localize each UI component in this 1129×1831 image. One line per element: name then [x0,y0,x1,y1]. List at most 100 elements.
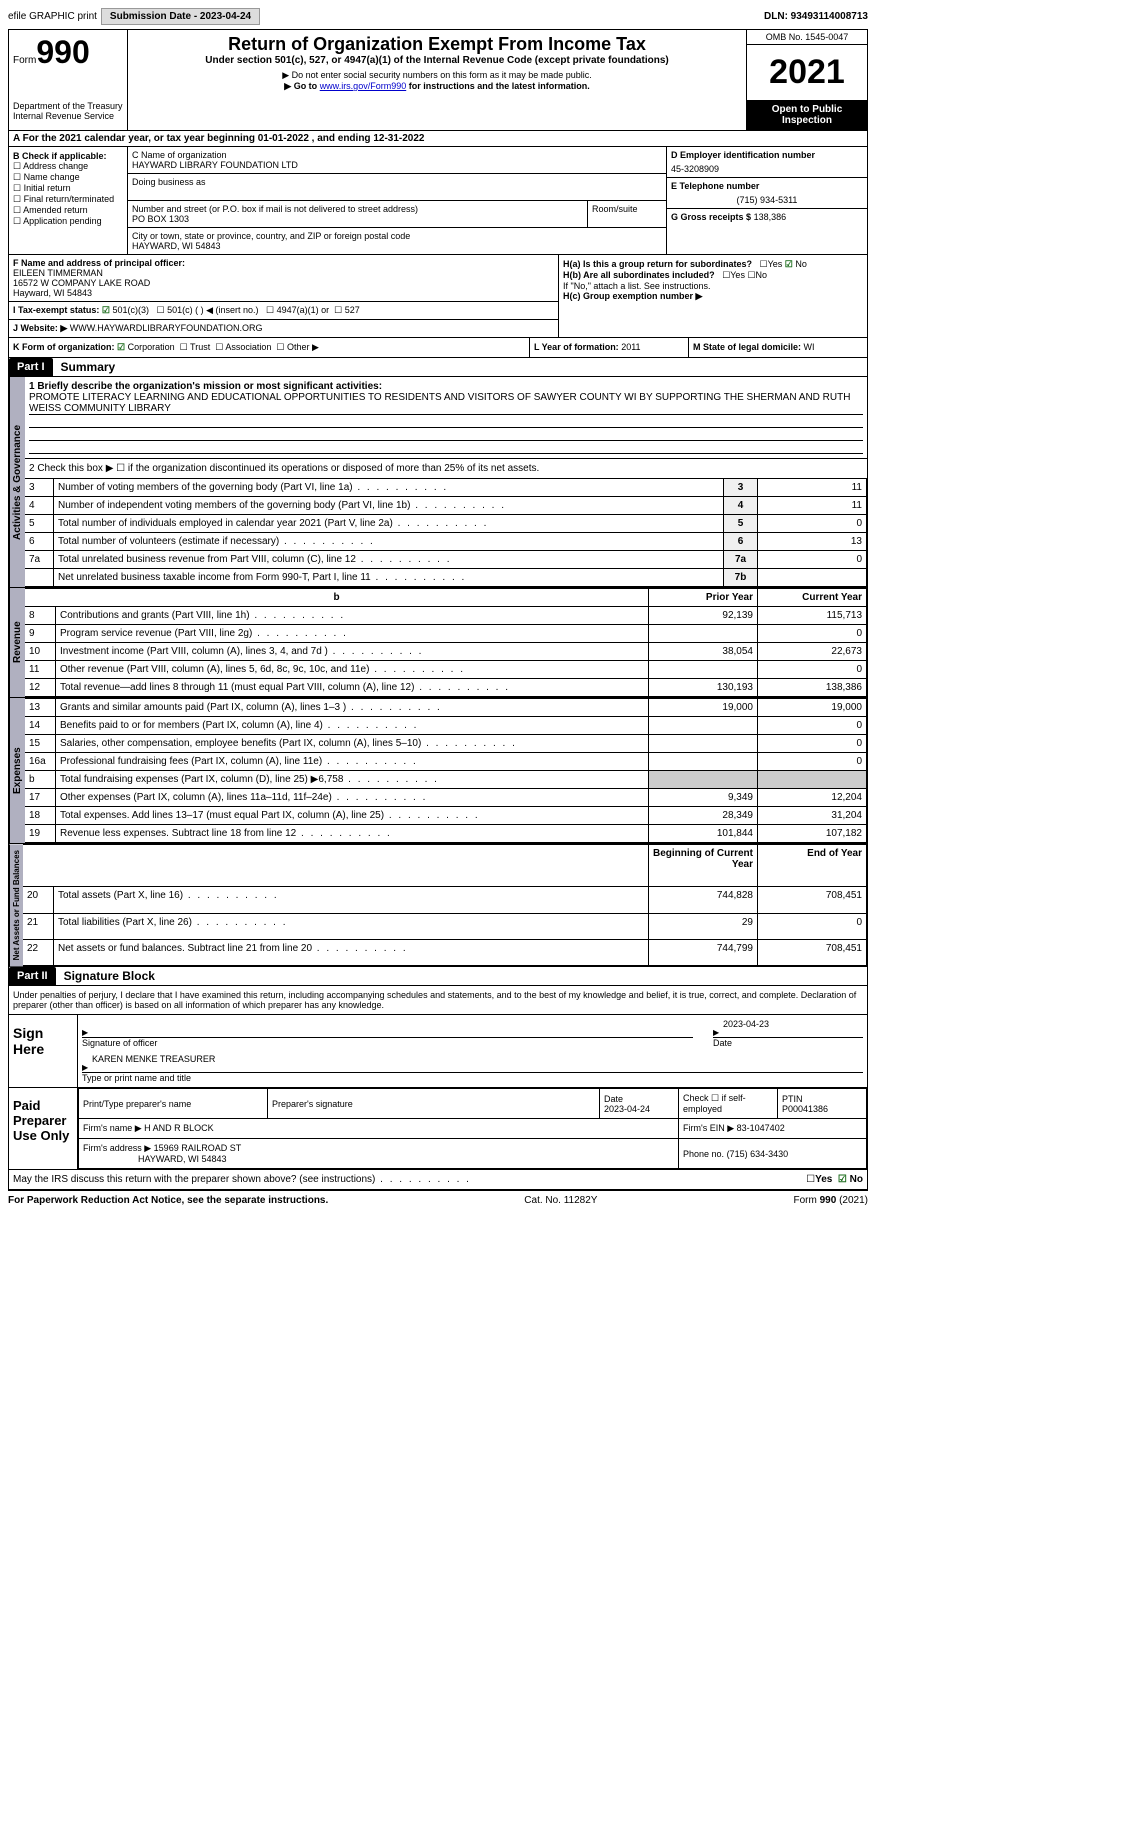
discuss-no[interactable] [838,1174,850,1185]
row-prior: 19,000 [649,699,758,717]
row-val [758,569,867,587]
row-text: Salaries, other compensation, employee b… [56,735,649,753]
ein-label: D Employer identification number [671,150,863,160]
city-label: City or town, state or province, country… [132,231,662,241]
ha-label: H(a) Is this a group return for subordin… [563,259,752,269]
q1-text: PROMOTE LITERACY LEARNING AND EDUCATIONA… [29,392,863,415]
row-box: 6 [724,533,758,551]
m-val: WI [804,342,815,352]
chk-501c3[interactable]: 501(c)(3) [102,305,149,315]
efile-label: efile GRAPHIC print [8,11,97,22]
org-name-label: C Name of organization [132,150,662,160]
vtab-revenue: Revenue [9,588,25,697]
part2-header-row: Part II Signature Block [8,967,868,986]
phone-label: E Telephone number [671,181,863,191]
part2-badge: Part II [9,967,56,985]
row-num: 8 [25,607,56,625]
row-current: 708,451 [758,940,867,966]
addr-value: PO BOX 1303 [132,214,583,224]
submission-button[interactable]: Submission Date - 2023-04-24 [101,8,260,25]
col-c: C Name of organization HAYWARD LIBRARY F… [128,147,666,254]
row-prior: 29 [649,913,758,939]
room-label: Room/suite [592,204,662,214]
governance-table: 3 Number of voting members of the govern… [25,478,867,587]
row-text: Total revenue—add lines 8 through 11 (mu… [56,679,649,697]
ein-value: 45-3208909 [671,164,863,174]
top-bar: efile GRAPHIC print Submission Date - 20… [8,8,868,25]
row-text: Total unrelated business revenue from Pa… [54,551,724,569]
row-text: Other expenses (Part IX, column (A), lin… [56,789,649,807]
discuss-text: May the IRS discuss this return with the… [13,1174,471,1185]
part1-title: Summary [53,360,116,374]
ptin-label: PTIN [782,1094,803,1104]
officer-addr1: 16572 W COMPANY LAKE ROAD [13,278,554,288]
row-prior: 9,349 [649,789,758,807]
row-text: Total assets (Part X, line 16) [54,887,649,913]
firm-phone: (715) 634-3430 [727,1149,789,1159]
row-current: 22,673 [758,643,867,661]
col-d: D Employer identification number 45-3208… [666,147,867,254]
vtab-expenses: Expenses [9,698,25,843]
chk-assoc[interactable]: Association [215,342,271,352]
part1-badge: Part I [9,358,53,376]
chk-corp[interactable]: Corporation [117,342,175,352]
row-val: 13 [758,533,867,551]
row-k: K Form of organization: Corporation Trus… [8,338,868,358]
preparer-table: Print/Type preparer's name Preparer's si… [78,1088,867,1169]
row-prior: 38,054 [649,643,758,661]
row-num: b [25,771,56,789]
sig-officer-label: Signature of officer [82,1038,693,1048]
row-num: 16a [25,753,56,771]
row-num: 3 [25,479,54,497]
row-prior: 744,799 [649,940,758,966]
row-num: 22 [23,940,54,966]
row-box: 7b [724,569,758,587]
row-current: 0 [758,625,867,643]
chk-amended[interactable]: Amended return [13,205,123,216]
chk-final[interactable]: Final return/terminated [13,194,123,205]
row-current: 0 [758,735,867,753]
row-prior: 130,193 [649,679,758,697]
chk-4947[interactable]: 4947(a)(1) or [266,305,329,315]
ha-no[interactable]: No [785,259,807,269]
officer-label: F Name and address of principal officer: [13,258,554,268]
row-box: 4 [724,497,758,515]
firm-addr1: 15969 RAILROAD ST [154,1143,242,1153]
row-box: 5 [724,515,758,533]
form-label: Form [13,55,36,66]
omb-number: OMB No. 1545-0047 [747,30,867,45]
row-text: Benefits paid to or for members (Part IX… [56,717,649,735]
chk-pending[interactable]: Application pending [13,216,123,227]
row-box: 7a [724,551,758,569]
chk-other[interactable]: Other ▶ [276,342,319,352]
row-num: 10 [25,643,56,661]
chk-initial[interactable]: Initial return [13,183,123,194]
k-label: K Form of organization: [13,342,115,352]
row-num: 21 [23,913,54,939]
chk-527[interactable]: 527 [334,305,360,315]
website-value: WWW.HAYWARDLIBRARYFOUNDATION.ORG [70,323,263,333]
row-prior: 744,828 [649,887,758,913]
addr-label: Number and street (or P.O. box if mail i… [132,204,583,214]
chk-501c[interactable]: 501(c) ( ) ◀ (insert no.) [156,305,258,315]
chk-trust[interactable]: Trust [180,342,211,352]
footer-mid: Cat. No. 11282Y [524,1195,597,1206]
row-text: Total expenses. Add lines 13–17 (must eq… [56,807,649,825]
section-bcd: B Check if applicable: Address change Na… [8,147,868,255]
row-val: 0 [758,551,867,569]
revenue-table: b Prior Year Current Year8 Contributions… [25,588,867,697]
revenue-section: Revenue b Prior Year Current Year8 Contr… [8,588,868,698]
prep-check[interactable]: Check ☐ if self-employed [679,1089,778,1119]
hc-label: H(c) Group exemption number ▶ [563,291,863,302]
irs-link[interactable]: www.irs.gov/Form990 [320,81,407,91]
prep-name-label: Print/Type preparer's name [83,1099,263,1109]
row-num: 17 [25,789,56,807]
chk-address[interactable]: Address change [13,161,123,172]
form-subtitle: Under section 501(c), 527, or 4947(a)(1)… [132,55,742,66]
vtab-net: Net Assets or Fund Balances [9,844,23,966]
row-val: 11 [758,497,867,515]
row-num: 5 [25,515,54,533]
row-text: Total number of volunteers (estimate if … [54,533,724,551]
chk-name[interactable]: Name change [13,172,123,183]
typed-name: KAREN MENKE TREASURER [82,1054,863,1073]
